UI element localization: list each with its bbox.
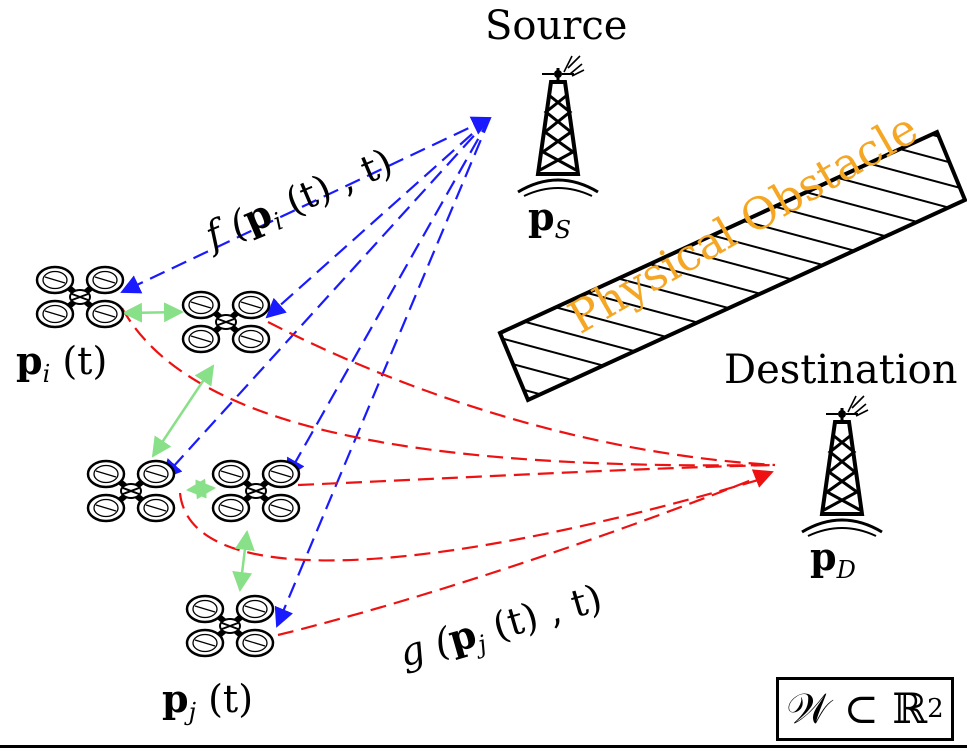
uav-3-icon xyxy=(88,461,174,521)
destination-label: Destination xyxy=(724,347,958,393)
uav-j-icon xyxy=(187,596,273,656)
uav-i-uav-2-link xyxy=(122,302,184,323)
uav-4-icon xyxy=(213,461,299,521)
uav-4-to-destination-link xyxy=(297,463,776,487)
source-to-uav-3-link xyxy=(161,117,491,480)
destination-position-label: pD xyxy=(810,534,856,584)
uav-i-to-destination-link xyxy=(121,307,776,467)
uav-3-to-destination-link xyxy=(178,476,766,562)
uav-i-icon xyxy=(37,267,123,327)
source-to-uav-j-link xyxy=(274,117,492,628)
inter-uav-links xyxy=(122,302,255,592)
source-to-uav-i-link xyxy=(120,116,492,294)
uav-j-to-destination-link xyxy=(277,469,774,637)
uav-3-uav-4-link xyxy=(186,478,216,500)
uav-i-position-label: pi (t) xyxy=(16,338,108,388)
uav-2-uav-3-link xyxy=(151,364,215,458)
uav-2-to-destination-link xyxy=(267,321,776,467)
source-to-uav-2-link xyxy=(265,117,491,319)
destination-links xyxy=(121,307,776,637)
source-label: Source xyxy=(485,3,628,49)
uav-4-uav-j-link xyxy=(232,530,255,592)
uav-j-position-label: pj (t) xyxy=(162,676,254,726)
destination-tower-icon xyxy=(800,394,884,538)
physical-obstacle xyxy=(497,129,967,403)
source-position-label: pS xyxy=(528,194,572,244)
source-links xyxy=(120,116,492,628)
source-tower-icon xyxy=(516,54,600,198)
source-to-uav-4-link xyxy=(286,117,491,479)
bottom-rule xyxy=(0,745,967,748)
uav-2-icon xyxy=(183,292,269,352)
